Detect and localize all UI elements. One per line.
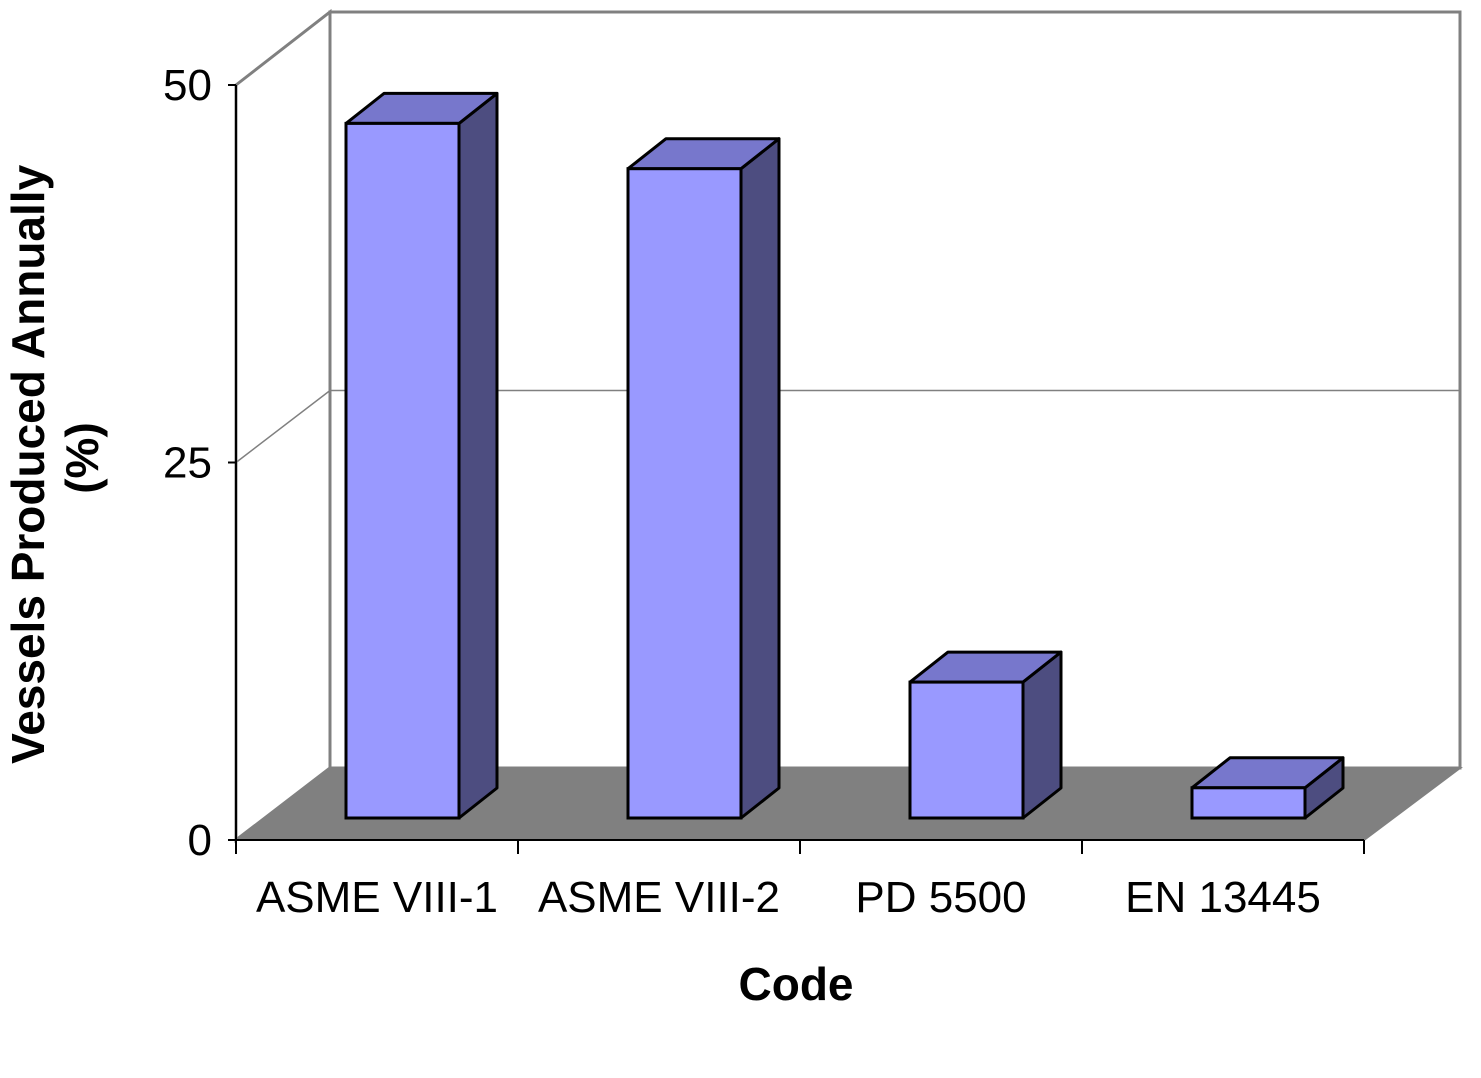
y-axis-title: Vessels Produced Annually (%) <box>2 152 108 764</box>
bars <box>344 91 1345 820</box>
gridlines <box>235 389 1460 464</box>
bar-pd-5500 <box>908 650 1063 820</box>
y-tick-label: 0 <box>188 816 212 865</box>
y-axis-title-line-1: Vessels Produced Annually <box>2 164 54 763</box>
tick-marks <box>228 84 1365 854</box>
y-tick-label: 50 <box>163 61 212 110</box>
x-axis-title: Code <box>739 958 854 1010</box>
x-category-label: ASME VIII-2 <box>538 873 780 922</box>
bar-en-13445 <box>1190 756 1345 820</box>
y-axis-title-line-2: (%) <box>56 422 108 494</box>
bar-side <box>739 137 781 820</box>
y-tick-label: 25 <box>163 439 212 488</box>
bar-front <box>626 167 743 820</box>
bar-asme-viii-2 <box>626 137 781 820</box>
x-category-label: PD 5500 <box>855 873 1026 922</box>
bar-front <box>1190 786 1307 820</box>
bar-front <box>344 121 461 820</box>
labels: 0 25 50 ASME VIII-1 ASME VIII-2 PD 5500 EN 134… <box>163 61 1321 922</box>
x-category-label: ASME VIII-1 <box>256 873 498 922</box>
gridline-y-25 <box>235 389 1460 464</box>
bar-side <box>457 91 499 820</box>
x-category-label: EN 13445 <box>1125 873 1321 922</box>
bar-asme-viii-1 <box>344 91 499 820</box>
bar-front <box>908 680 1025 820</box>
